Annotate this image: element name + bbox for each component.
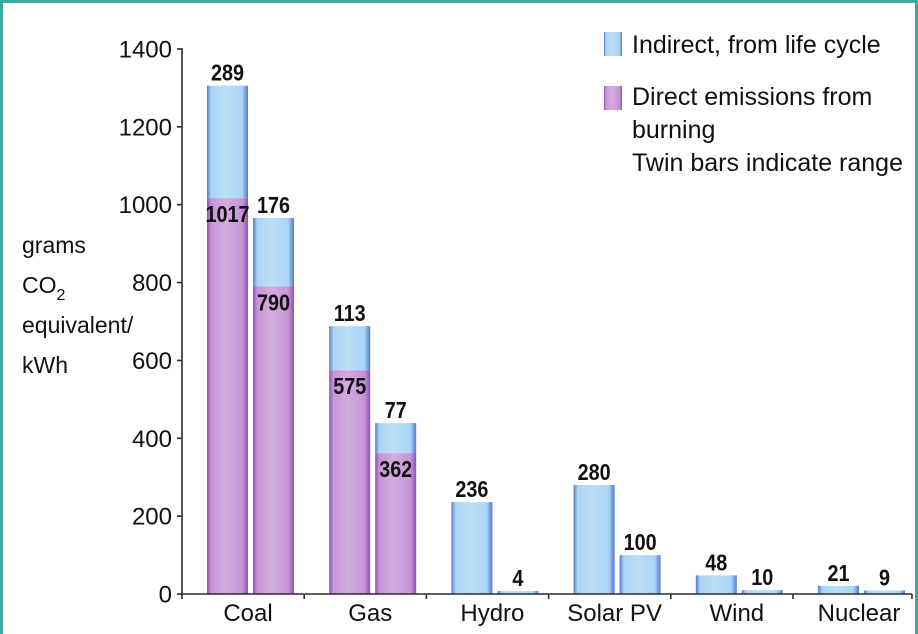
- y-axis-title-line: grams: [22, 232, 86, 258]
- coal-bar-1-direct-segment: [207, 198, 248, 594]
- wind-bar-2-indirect-value-label: 10: [751, 565, 773, 591]
- y-axis-title: grams CO2 equivalent/ kWh: [22, 232, 134, 378]
- data-labels: 1017 289 790 176 575 113 362 77 236 4 280 100 48 10 21…: [206, 60, 891, 591]
- y-tick-label: 200: [132, 504, 172, 531]
- legend-label-direct: Direct emissions from burning: [632, 83, 879, 144]
- coal-bar-1-direct-value-label: 1017: [206, 202, 250, 228]
- y-tick-label: 800: [132, 270, 172, 297]
- gas-bar-2-direct-segment: [375, 453, 417, 594]
- gas-bar-1-indirect-segment: [329, 326, 371, 371]
- gas-bar-1-direct-value-label: 575: [333, 374, 366, 400]
- y-tick-label: 0: [159, 582, 172, 609]
- y-tick-label: 1400: [119, 37, 172, 64]
- nuclear-bar-1-indirect-segment: [818, 585, 859, 594]
- legend: Indirect, from life cycle Direct emissio…: [604, 31, 903, 177]
- y-axis-title-line: CO2: [22, 272, 66, 304]
- coal-bar-2-indirect-value-label: 176: [257, 193, 290, 219]
- bars: [207, 85, 905, 594]
- nuclear-bar-2-indirect-value-label: 9: [879, 565, 890, 591]
- x-tick-label-hydro: Hydro: [460, 600, 524, 627]
- coal-bar-1-indirect-value-label: 289: [211, 60, 244, 86]
- y-tick-label: 600: [132, 348, 172, 375]
- y-axis-ticks: 0 200 400 600 800 1000 1200 1400: [119, 37, 182, 609]
- solar-pv-bar-1-indirect-value-label: 280: [578, 460, 611, 486]
- legend-label-indirect: Indirect, from life cycle: [632, 31, 881, 59]
- hydro-bar-1-indirect-value-label: 236: [455, 477, 488, 503]
- wind-bar-1-indirect-value-label: 48: [705, 550, 727, 576]
- wind-bar-2-indirect-segment: [741, 590, 783, 594]
- legend-swatch-indirect: [604, 32, 622, 56]
- nuclear-bar-1-indirect-value-label: 21: [828, 560, 850, 586]
- coal-bar-1-indirect-segment: [207, 85, 248, 199]
- gas-bar-1-indirect-value-label: 113: [334, 301, 366, 327]
- hydro-bar-2-indirect-segment: [497, 591, 539, 594]
- gas-bar-2-direct-value-label: 362: [379, 457, 412, 483]
- hydro-bar-2-indirect-value-label: 4: [512, 566, 523, 592]
- gas-bar-2-indirect-value-label: 77: [385, 398, 407, 424]
- coal-bar-2-direct-value-label: 790: [257, 290, 290, 316]
- coal-bar-2-indirect-segment: [253, 217, 294, 287]
- gas-bar-1-direct-segment: [329, 370, 371, 594]
- hydro-bar-1-indirect-segment: [451, 502, 493, 594]
- y-axis-title-line: kWh: [22, 352, 68, 378]
- x-tick-label-coal: Coal: [223, 600, 272, 627]
- y-tick-label: 400: [132, 426, 172, 453]
- legend-swatch-direct: [604, 86, 622, 110]
- x-tick-label-wind: Wind: [709, 600, 764, 627]
- solar-pv-bar-2-indirect-segment: [619, 555, 661, 594]
- gas-bar-2-indirect-segment: [375, 423, 417, 454]
- y-tick-label: 1200: [119, 114, 172, 141]
- x-axis-tick-labels: Coal Gas Hydro Solar PV Wind Nuclear: [223, 600, 900, 627]
- wind-bar-1-indirect-segment: [695, 575, 737, 594]
- solar-pv-bar-1-indirect-segment: [573, 485, 615, 594]
- solar-pv-bar-2-indirect-value-label: 100: [624, 530, 657, 556]
- y-tick-label: 1000: [119, 192, 172, 219]
- x-tick-label-gas: Gas: [348, 600, 392, 627]
- x-tick-label-nuclear: Nuclear: [818, 600, 901, 627]
- y-axis-title-line: equivalent/: [22, 312, 134, 338]
- legend-note: Twin bars indicate range: [632, 149, 903, 177]
- coal-bar-2-direct-segment: [253, 286, 294, 594]
- nuclear-bar-2-indirect-segment: [864, 590, 905, 594]
- x-axis-ticks: [181, 594, 913, 599]
- x-tick-label-solar-pv: Solar PV: [567, 600, 662, 627]
